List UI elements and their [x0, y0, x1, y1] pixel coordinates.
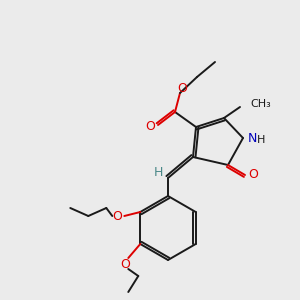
Text: O: O: [177, 82, 187, 94]
Text: O: O: [112, 209, 122, 223]
Text: CH₃: CH₃: [250, 99, 271, 109]
Text: H: H: [257, 135, 265, 145]
Text: O: O: [145, 119, 155, 133]
Text: N: N: [247, 131, 257, 145]
Text: H: H: [153, 167, 163, 179]
Text: O: O: [120, 259, 130, 272]
Text: O: O: [248, 169, 258, 182]
